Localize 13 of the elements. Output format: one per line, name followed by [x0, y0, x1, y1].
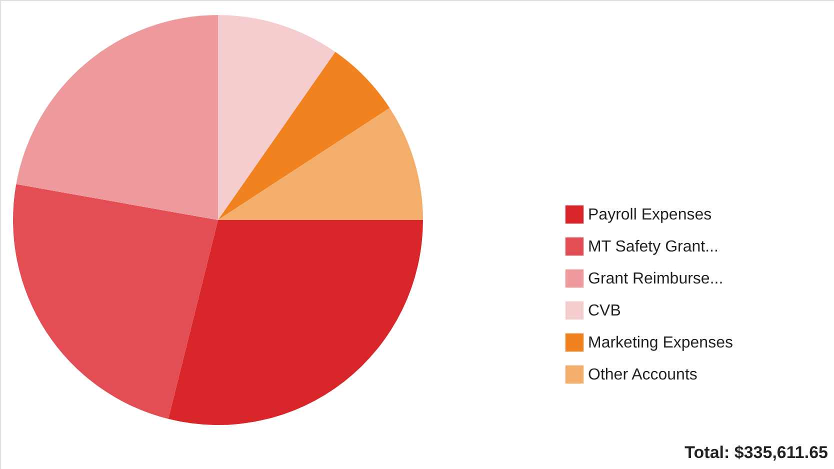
pie-slice — [218, 15, 336, 220]
legend-label: MT Safety Grant... — [588, 238, 718, 256]
pie-slice — [218, 52, 390, 220]
text: Total: $335,611.65 — [684, 443, 828, 462]
legend-label: Payroll Expenses — [588, 206, 712, 224]
legend-label: Grant Reimburse... — [588, 270, 724, 288]
pie-slice — [13, 184, 218, 419]
pie-slice — [218, 108, 423, 220]
legend-label: Marketing Expenses — [588, 334, 733, 352]
legend-label: CVB — [588, 302, 621, 320]
pie-slice — [168, 220, 423, 425]
pie-slice — [16, 15, 218, 220]
legend-label: Other Accounts — [588, 366, 698, 384]
